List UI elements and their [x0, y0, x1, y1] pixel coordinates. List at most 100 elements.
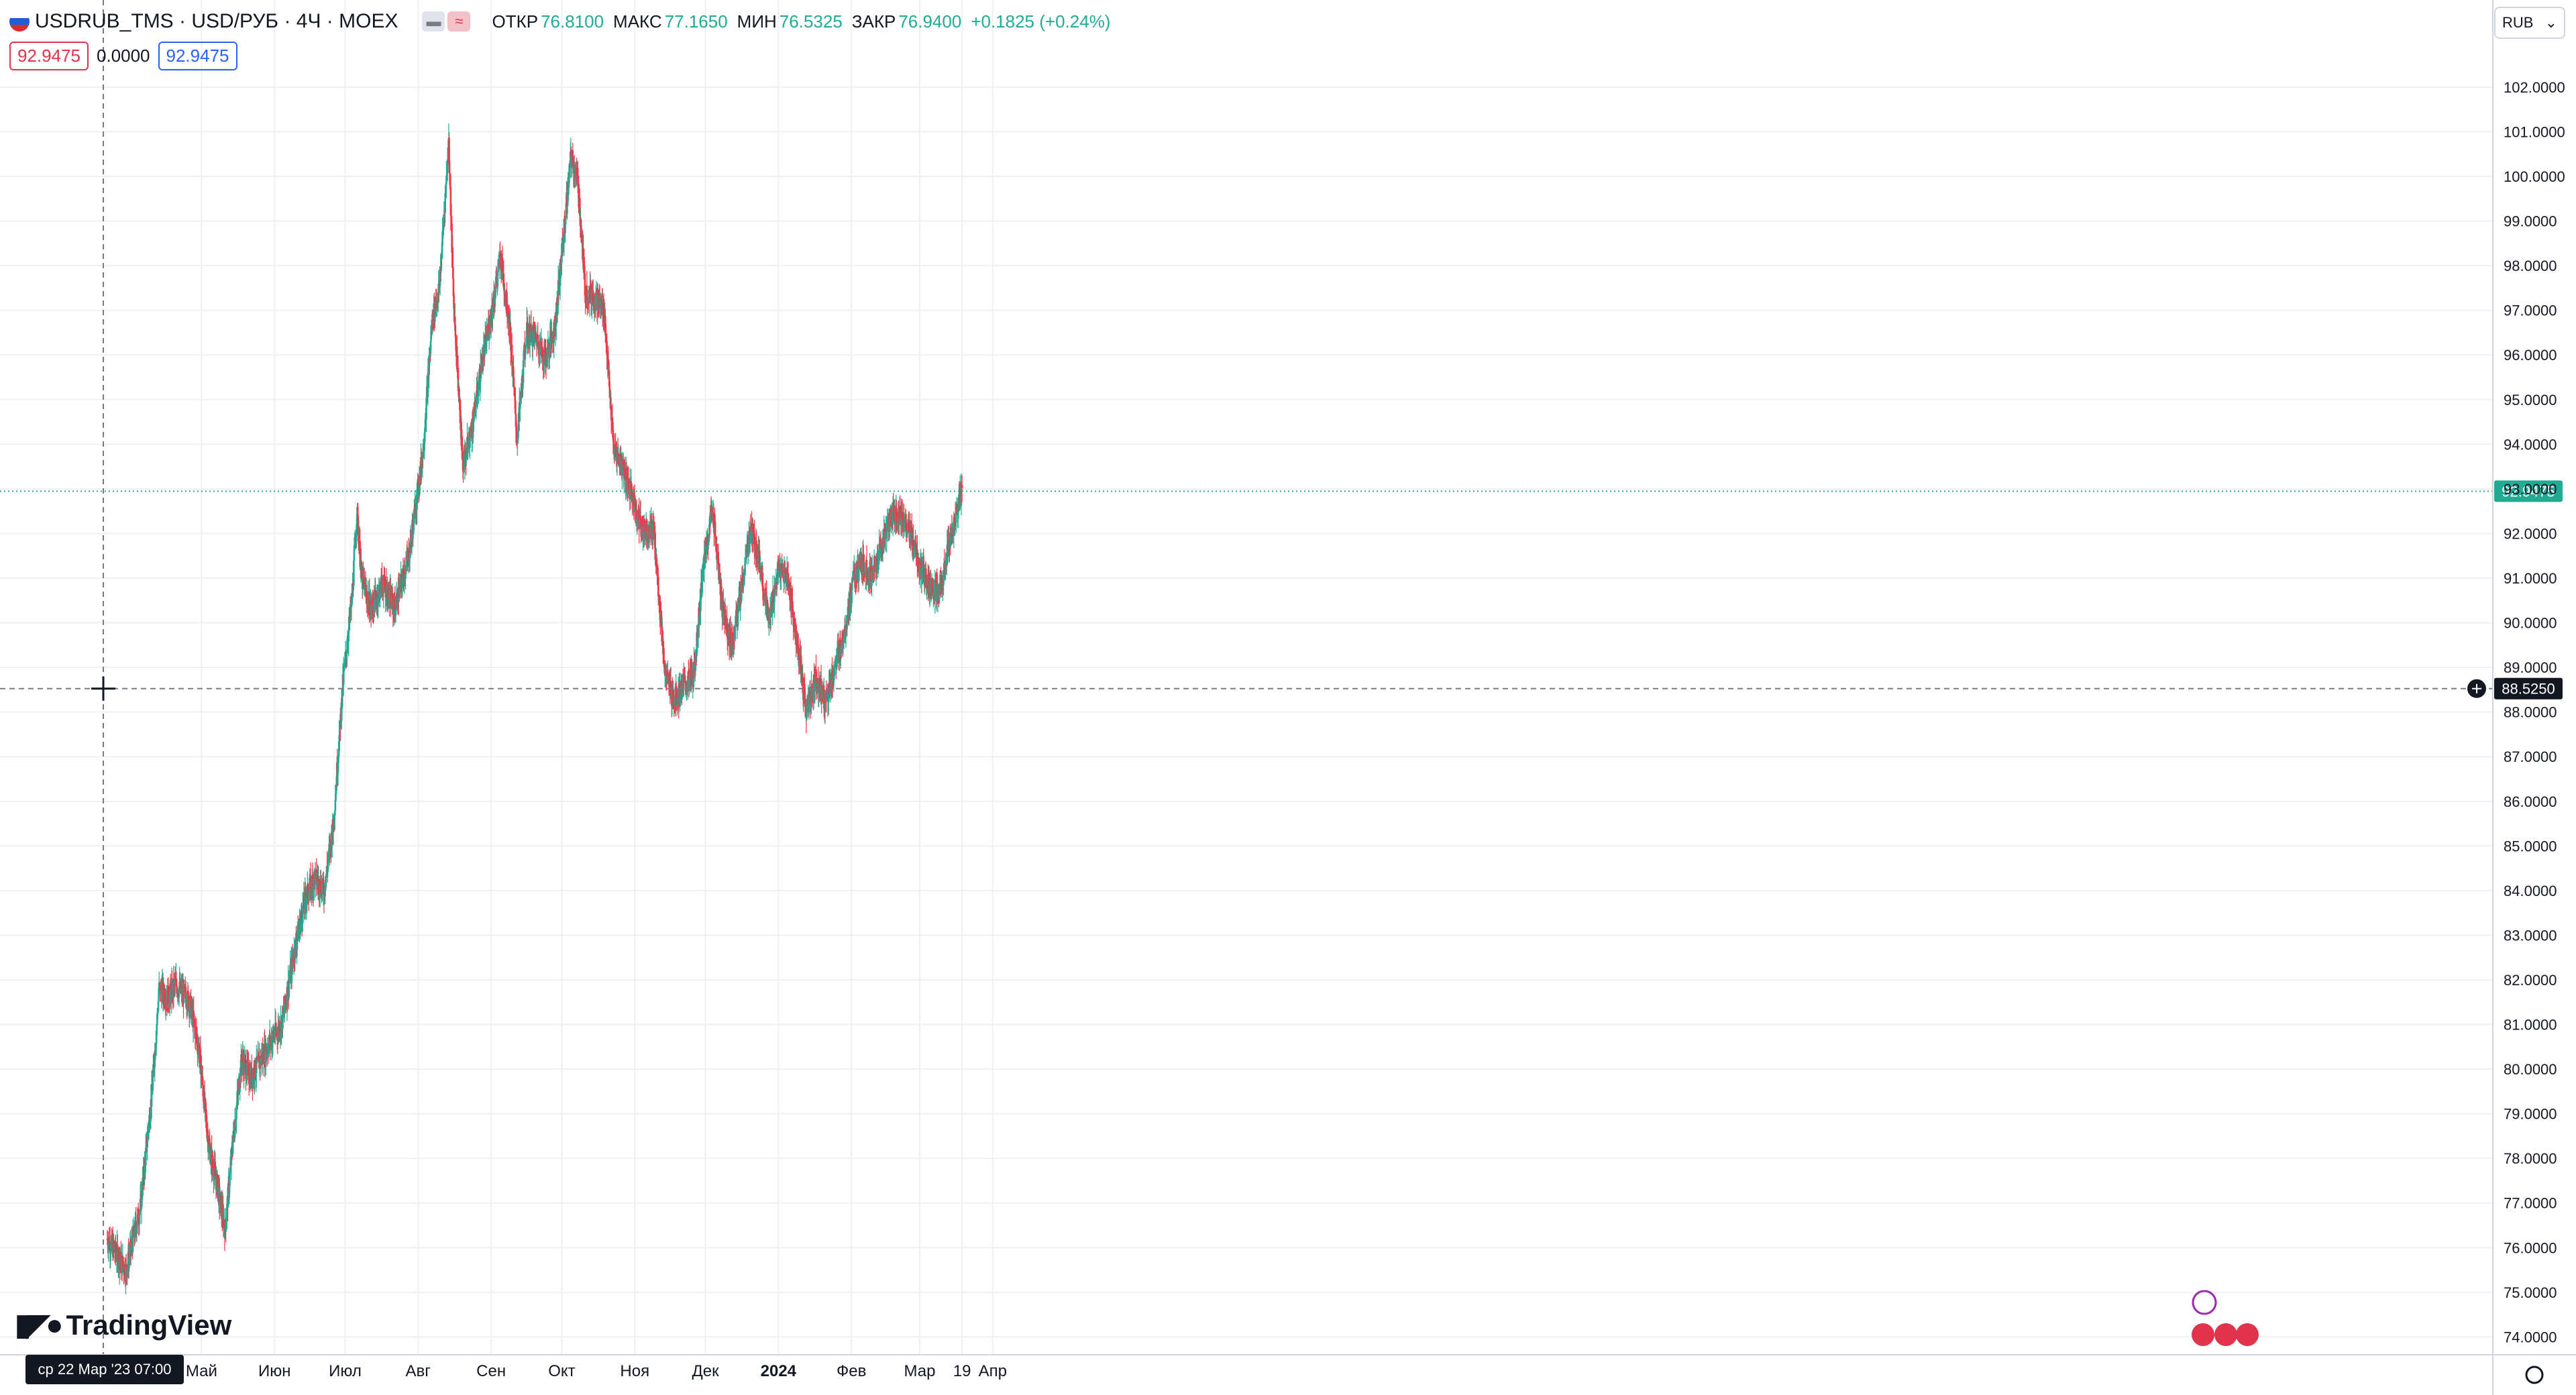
candle-body [506, 291, 508, 314]
candle-body [425, 398, 427, 419]
candle-body [570, 152, 572, 168]
candle-body [307, 884, 309, 899]
candle-body [464, 451, 466, 469]
candle-body [605, 334, 607, 343]
candle-body [195, 1030, 198, 1037]
candle-body [737, 602, 739, 613]
candle-body [331, 837, 333, 846]
candle-body [353, 560, 355, 585]
candle-body [201, 1065, 203, 1080]
candle-body [511, 344, 513, 364]
candle-body [278, 1025, 281, 1037]
candle-body [131, 1229, 134, 1253]
candle-body [745, 549, 747, 558]
candle-body [318, 879, 321, 895]
candle-body [584, 266, 586, 274]
candle-body [334, 799, 337, 811]
candle-body [561, 239, 564, 253]
candle-body [680, 680, 683, 692]
candle-body [374, 590, 376, 612]
candle-body [584, 273, 586, 296]
candle-body [643, 518, 646, 528]
candle-body [451, 247, 454, 267]
candle-body [216, 1174, 219, 1196]
candle-body [712, 512, 715, 528]
candle-body [654, 533, 656, 560]
candle-body [457, 368, 460, 391]
candle [510, 322, 512, 366]
candle-body [459, 399, 462, 423]
candle-body [701, 571, 704, 593]
candle-body [734, 630, 736, 635]
candle-body [219, 1202, 221, 1205]
candle-body [354, 538, 356, 547]
candle-body [708, 538, 710, 542]
candle-body [634, 498, 637, 508]
candle-body [413, 514, 415, 535]
candle [201, 1055, 203, 1089]
candle-body [144, 1159, 146, 1178]
candle-body [297, 930, 300, 941]
candle-body [697, 623, 700, 636]
candle-body [586, 286, 588, 304]
candle-body [555, 319, 557, 327]
candle-body [473, 402, 476, 421]
candle-body [726, 618, 729, 634]
candle-body [513, 378, 515, 388]
candle-body [359, 541, 362, 567]
candle [359, 528, 362, 570]
candle-body [501, 258, 504, 272]
candle-body [541, 348, 543, 357]
candle-body [716, 545, 718, 561]
candle-body [621, 460, 623, 476]
candle-body [134, 1221, 136, 1238]
candle-body [675, 686, 678, 705]
candle-body [480, 365, 482, 382]
candle-body [346, 651, 348, 653]
candle-body [722, 602, 725, 611]
candle-body [233, 1123, 236, 1138]
candle-body [135, 1221, 138, 1229]
candle-body [610, 406, 612, 421]
candle-body [609, 389, 611, 393]
candle-body [579, 197, 581, 216]
candle-body [452, 278, 455, 296]
candle-body [339, 720, 341, 735]
candle-body [445, 176, 447, 184]
candle-body [284, 995, 286, 1004]
candle-body [325, 877, 327, 887]
candle-body [492, 299, 494, 319]
candle-body [199, 1048, 201, 1074]
candle-body [302, 905, 304, 924]
candle-body [480, 372, 482, 374]
candle-body [428, 361, 430, 375]
candle-body [363, 583, 366, 585]
candle-body [174, 979, 176, 985]
candle-body [227, 1183, 229, 1208]
candle [342, 657, 345, 696]
candle [464, 439, 466, 480]
candle-body [154, 1048, 157, 1055]
candle-body [497, 263, 499, 272]
candle-body [154, 1050, 156, 1068]
candle-body [661, 630, 664, 645]
candle-body [743, 572, 746, 575]
candle-body [481, 355, 483, 359]
candle-body [212, 1167, 215, 1176]
candle-body [257, 1054, 260, 1057]
candle-body [256, 1059, 259, 1060]
candle-body [472, 419, 475, 432]
candle-body [649, 535, 651, 539]
candle-body [441, 245, 443, 259]
candle-body [427, 372, 429, 398]
candle-body [606, 355, 608, 364]
candle-body [382, 583, 385, 594]
candle [193, 996, 195, 1022]
candle-body [517, 424, 519, 439]
candle-body [449, 187, 452, 216]
candle-body [158, 994, 160, 1001]
candle-body [254, 1060, 256, 1077]
candle-body [543, 346, 546, 353]
candle-body [446, 159, 449, 173]
